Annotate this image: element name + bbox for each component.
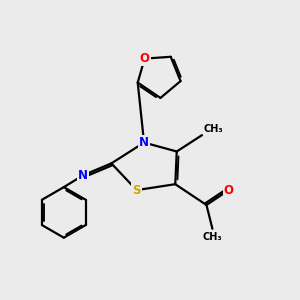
- Text: O: O: [140, 52, 150, 65]
- Text: N: N: [139, 136, 149, 149]
- Text: S: S: [132, 184, 141, 196]
- Text: CH₃: CH₃: [202, 232, 222, 242]
- Text: N: N: [78, 169, 88, 182]
- Text: CH₃: CH₃: [203, 124, 223, 134]
- Text: O: O: [224, 184, 234, 196]
